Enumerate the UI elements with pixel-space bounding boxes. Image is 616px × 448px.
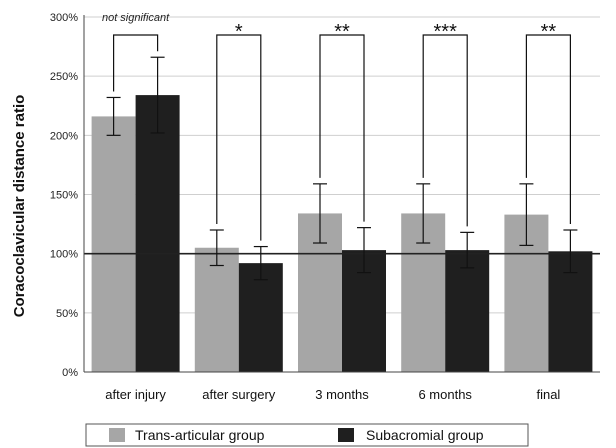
bar bbox=[238, 263, 283, 372]
bar bbox=[135, 95, 180, 372]
y-tick-label: 50% bbox=[56, 308, 78, 320]
significance-bracket bbox=[113, 34, 159, 92]
x-tick-label: 6 months bbox=[418, 387, 472, 402]
bar bbox=[194, 247, 239, 372]
y-tick-label: 100% bbox=[50, 249, 78, 261]
y-tick-label: 300% bbox=[50, 12, 78, 24]
y-tick-labels: 0% 50% 100% 150% 200% 250% 300% bbox=[50, 12, 78, 379]
legend-swatch bbox=[338, 428, 354, 442]
axes bbox=[83, 15, 600, 373]
bar bbox=[91, 116, 136, 373]
bar bbox=[445, 250, 490, 372]
x-tick-label: after injury bbox=[105, 387, 166, 402]
y-tick-label: 0% bbox=[62, 367, 78, 379]
x-tick-label: after surgery bbox=[202, 387, 275, 402]
error-bars bbox=[106, 56, 578, 281]
significance-bracket bbox=[525, 34, 571, 224]
legend-box bbox=[85, 423, 529, 447]
x-tick-labels: after injury after surgery 3 months 6 month… bbox=[105, 387, 560, 402]
significance-label: ** bbox=[541, 21, 557, 43]
significance-label: *** bbox=[434, 21, 458, 43]
bars bbox=[91, 95, 593, 373]
significance-brackets: not significant* ** *** ** bbox=[102, 12, 571, 241]
significance-bracket bbox=[216, 34, 262, 241]
y-tick-label: 200% bbox=[50, 130, 78, 142]
y-tick-label: 250% bbox=[50, 71, 78, 83]
y-axis-label: Coracoclavicular distance ratio bbox=[11, 95, 28, 318]
legend: Trans-articular group Subacromial group bbox=[85, 423, 529, 447]
significance-bracket bbox=[422, 34, 468, 227]
significance-label: not significant bbox=[102, 12, 170, 24]
significance-label: ** bbox=[334, 21, 350, 43]
legend-label: Trans-articular group bbox=[135, 427, 265, 443]
significance-label: * bbox=[235, 21, 243, 43]
x-tick-label: 3 months bbox=[315, 387, 369, 402]
x-tick-label: final bbox=[536, 387, 560, 402]
y-tick-label: 150% bbox=[50, 190, 78, 202]
legend-label: Subacromial group bbox=[366, 427, 484, 443]
significance-bracket bbox=[319, 34, 365, 222]
legend-swatch bbox=[109, 428, 125, 442]
